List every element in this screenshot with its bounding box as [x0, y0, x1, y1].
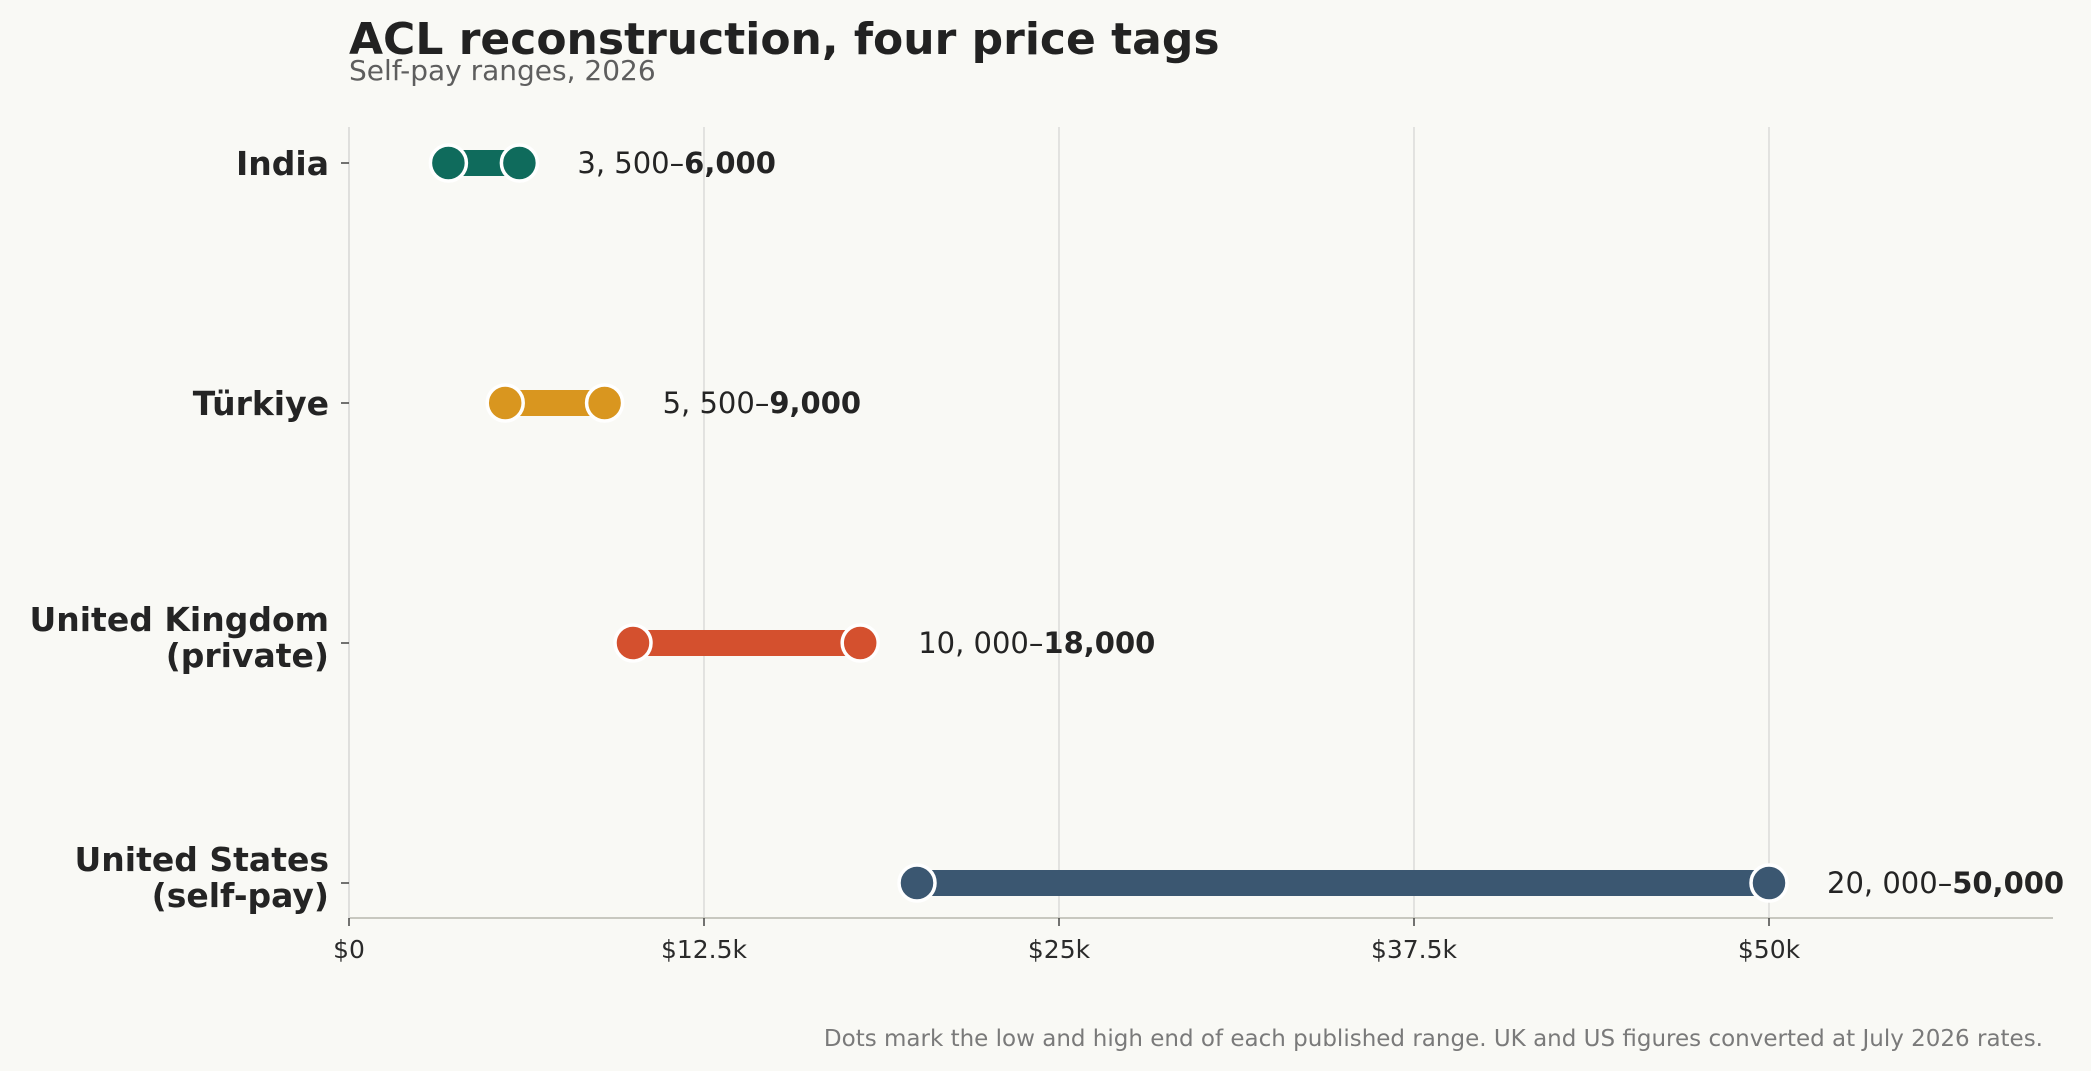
chart-subtitle: Self-pay ranges, 2026 — [349, 54, 656, 87]
high-dot — [584, 383, 625, 423]
category-label: United States (self-pay) — [75, 840, 329, 915]
x-tick-label: $50k — [1738, 935, 1801, 964]
category-label: Türkiye — [193, 384, 329, 423]
x-tick-label: $12.5k — [661, 935, 748, 964]
range-value-label: 10, 000–18,000 — [918, 626, 1155, 660]
high-dot — [499, 143, 540, 183]
category-label: India — [236, 144, 329, 183]
y-axis: India Türkiye United Kingdom (private) Unite… — [29, 127, 350, 918]
range-value-label: 3, 500–6,000 — [577, 146, 775, 180]
low-dot — [428, 143, 469, 183]
x-tick-label: $37.5k — [1371, 935, 1458, 964]
x-tick-label: $0 — [333, 935, 365, 964]
chart-footnote: Dots mark the low and high end of each p… — [824, 1026, 2043, 1052]
x-tick-label: $25k — [1028, 935, 1091, 964]
high-dot — [840, 623, 880, 663]
range-value-label: 5, 500–9,000 — [663, 386, 861, 420]
range-value-label: 20, 000–50,000 — [1827, 866, 2064, 900]
chart-title: ACL reconstruction, four price tags — [349, 14, 1220, 65]
grid-lines — [348, 127, 1770, 918]
low-dot — [485, 383, 525, 423]
high-dot — [1749, 863, 1789, 903]
range-marks: 3, 500–6,000 5, 500–9,000 10, 000–18,000 20… — [428, 143, 2064, 903]
low-dot — [897, 863, 937, 903]
category-label: United Kingdom (private) — [29, 600, 329, 675]
x-axis: $0 $12.5k $25k $37.5k $50k — [333, 917, 2053, 964]
low-dot — [613, 623, 653, 663]
